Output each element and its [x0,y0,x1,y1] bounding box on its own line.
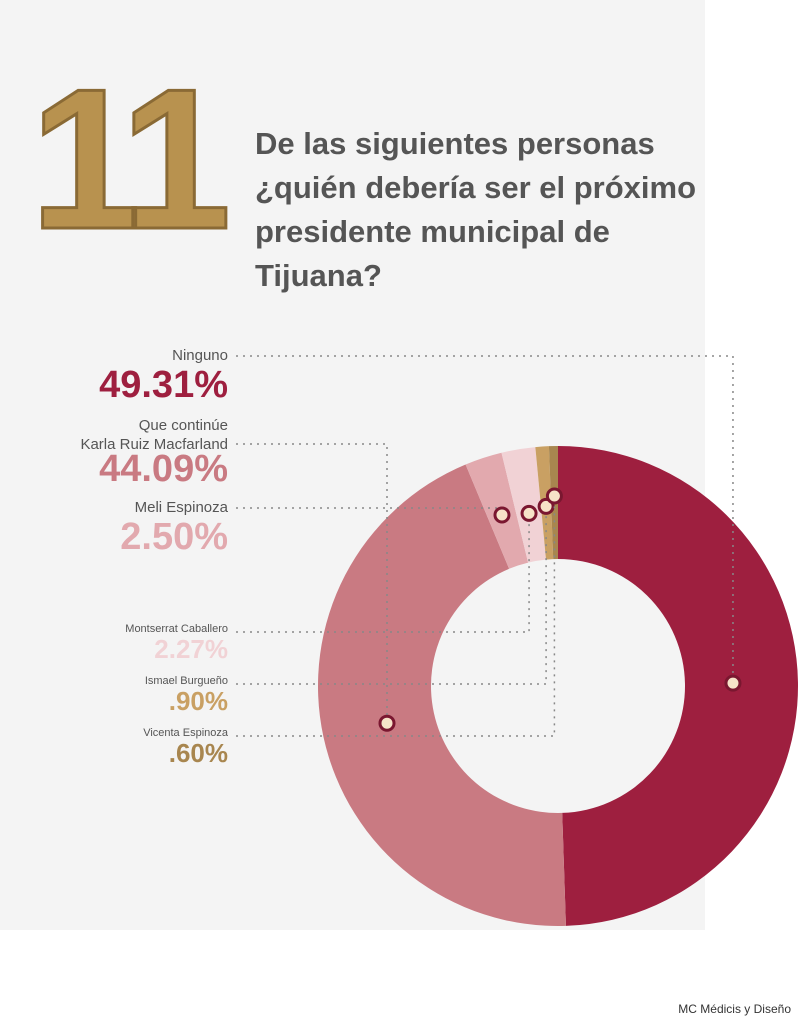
question-number: 11 [28,48,232,271]
leader-line [236,513,530,633]
chart-title: De las siguientes personas ¿quién deberí… [255,126,697,293]
category-label: Que continúe Karla Ruiz Macfarland [80,417,228,453]
credit: MC Médicis y Diseño [678,1002,791,1016]
value-label: .90% [168,686,228,716]
value-label: 2.50% [120,516,228,558]
leader-line [236,443,388,724]
leader-line [236,496,556,737]
marker-dot [724,674,742,692]
leader-line [236,506,547,685]
value-label: .60% [168,738,228,768]
value-label: 49.31% [99,364,228,406]
marker-dot [493,506,511,524]
value-label: 44.09% [99,448,228,490]
category-label: Ismael Burgueño [144,675,228,687]
marker-dot [545,487,563,505]
category-label: Montserrat Caballero [125,623,228,635]
value-label: 2.27% [154,634,228,664]
marker-dot [520,504,538,522]
marker-dot [378,714,396,732]
slice [501,447,547,563]
category-label: Ninguno [172,347,228,364]
category-label: Meli Espinoza [134,499,228,516]
leader-line [236,355,734,684]
slice [318,464,566,926]
slice [558,446,799,926]
category-label: Vicenta Espinoza [143,727,228,739]
